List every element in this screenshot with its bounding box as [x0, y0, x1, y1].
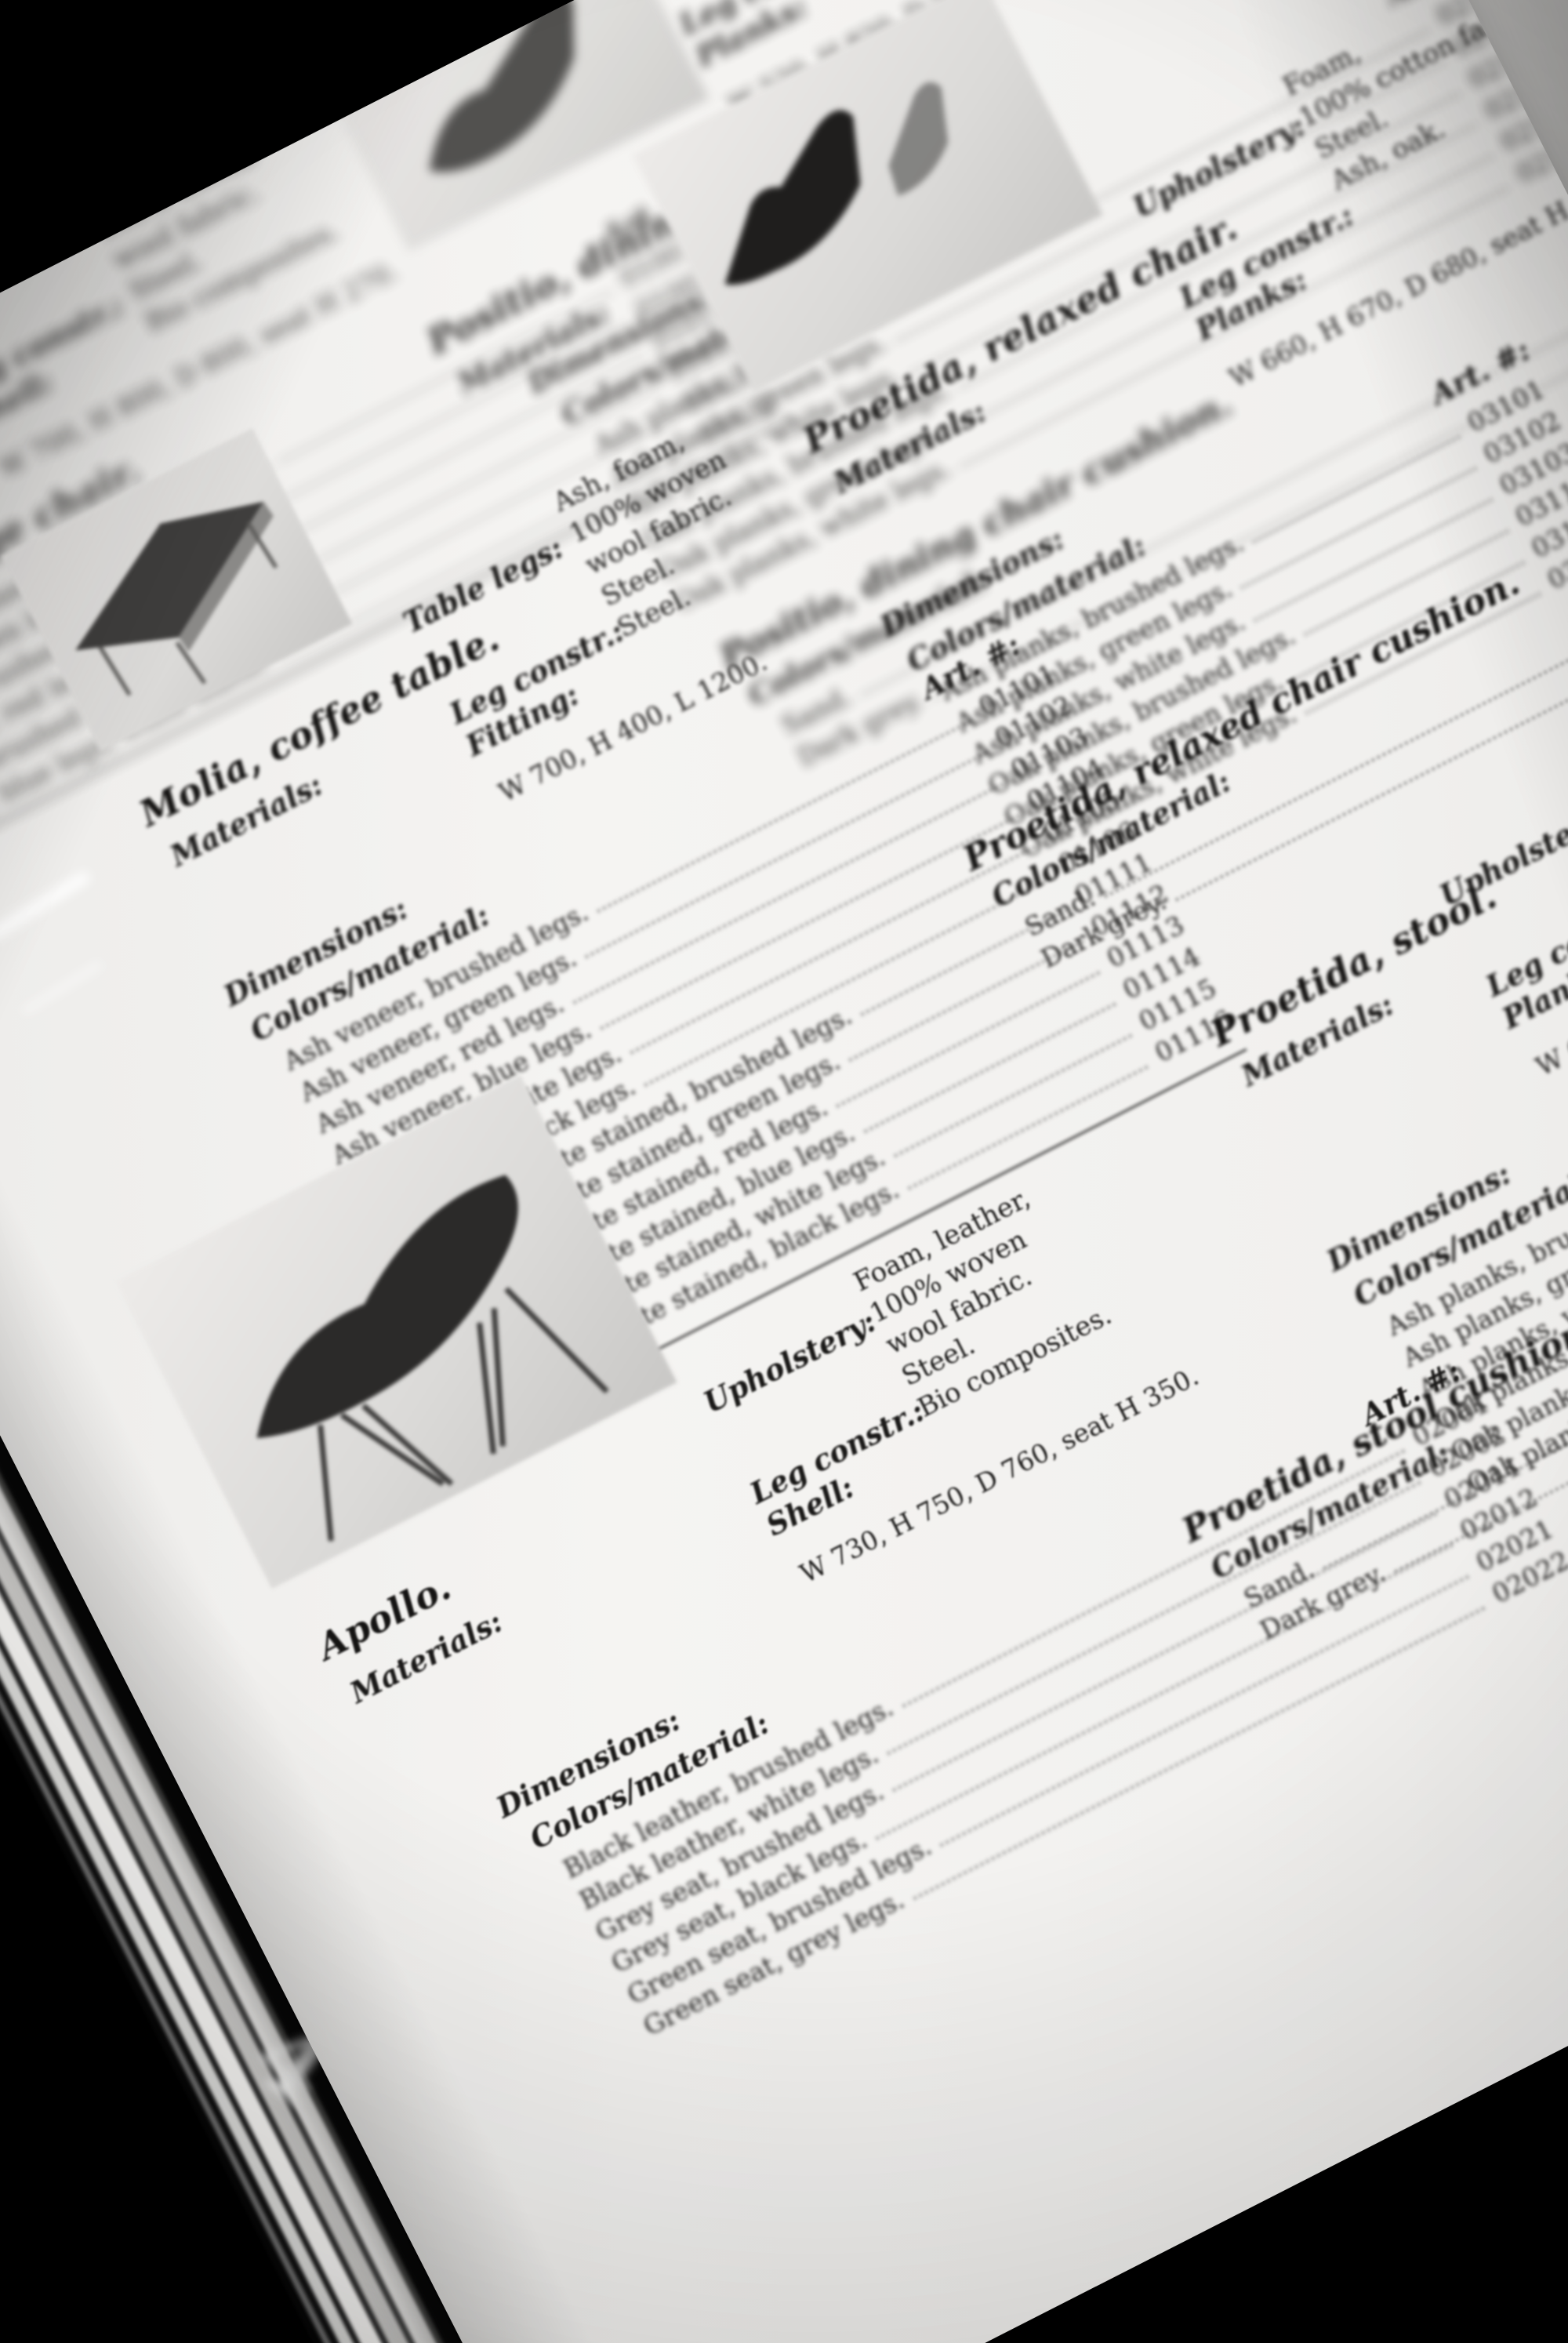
- upholstery-label: Upholstery:: [0, 198, 81, 314]
- upholstery-label: Upholstery:: [698, 1303, 882, 1420]
- materials-values: Foam, leather, 100% woven wool fabric. S…: [848, 1182, 1117, 1424]
- upholstery-label: Upholstery:: [1434, 796, 1568, 914]
